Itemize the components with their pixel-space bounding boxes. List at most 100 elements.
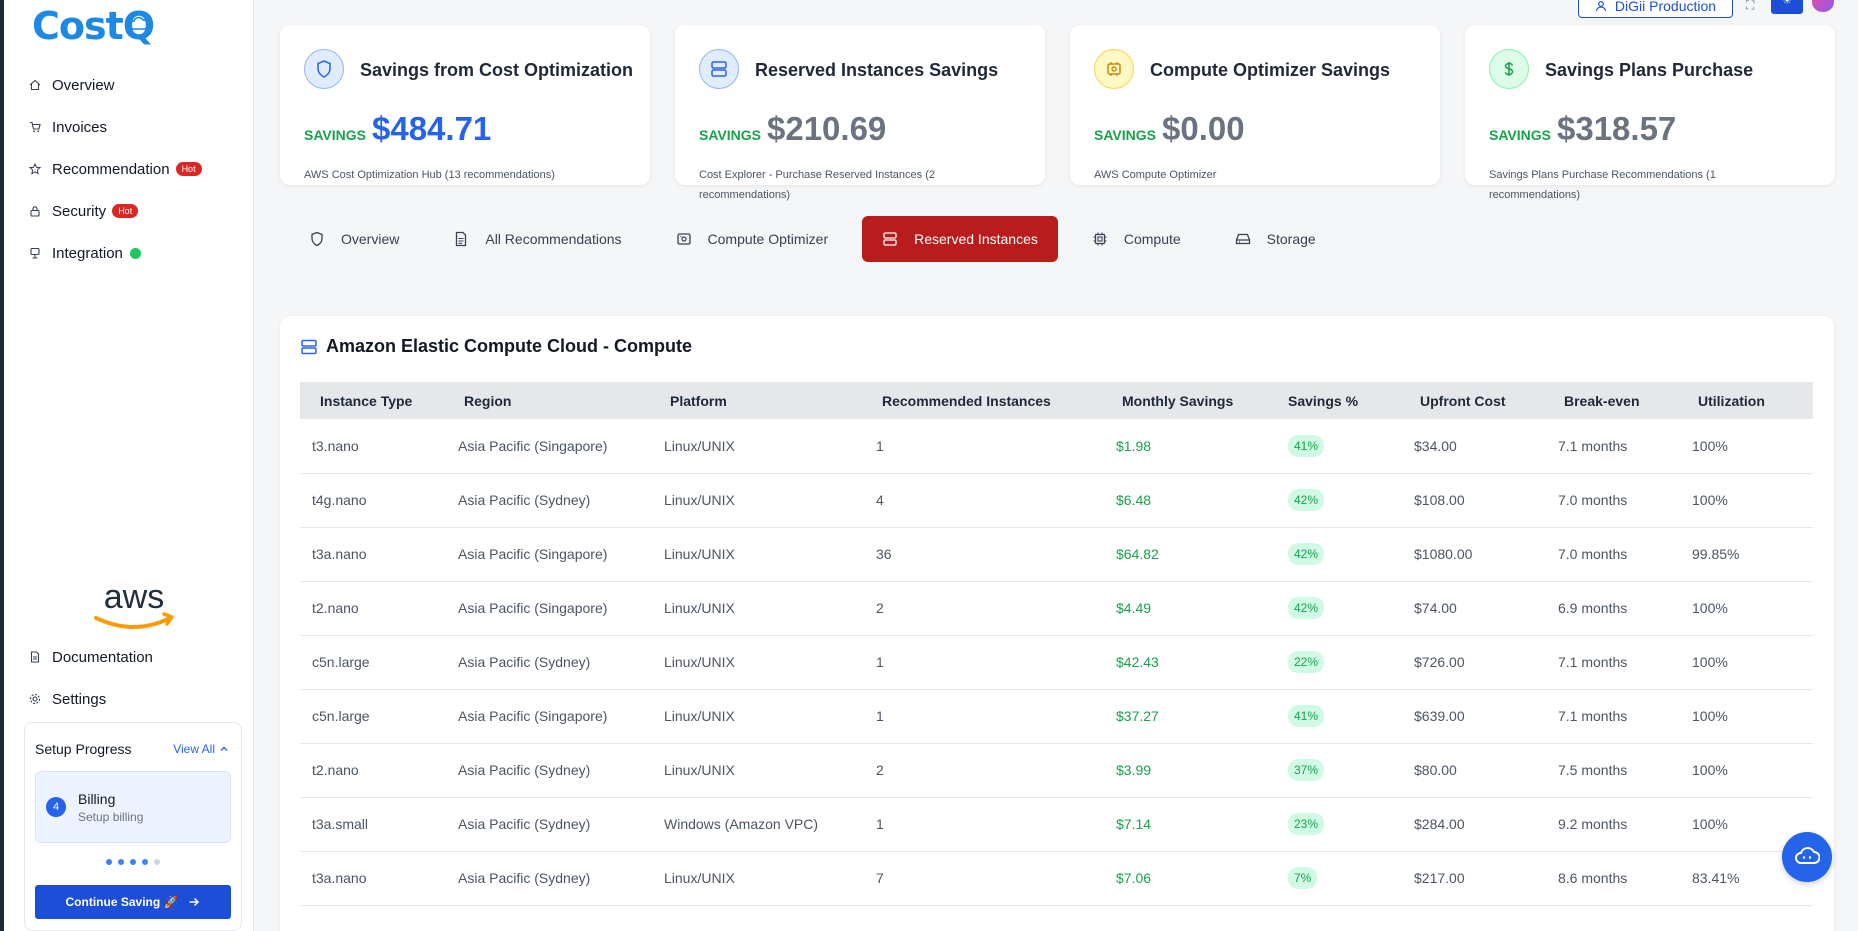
dollar-icon xyxy=(1489,49,1529,89)
account-selector-button[interactable]: DiGii Production xyxy=(1578,0,1733,18)
tab-reserved-instances[interactable]: Reserved Instances xyxy=(862,216,1058,262)
tab-overview[interactable]: Overview xyxy=(289,216,419,262)
theme-toggle-button[interactable]: ☀ xyxy=(1771,0,1803,14)
table-cell: 7.1 months xyxy=(1558,437,1628,454)
table-body: t3.nano Asia Pacific (Singapore) Linux/UNI… xyxy=(300,419,1813,905)
table-cell: $34.00 xyxy=(1414,437,1457,454)
table-cell: $1.98 xyxy=(1116,437,1152,454)
view-all-link[interactable]: View All xyxy=(173,742,229,756)
setup-step-card[interactable]: 4 Billing Setup billing xyxy=(35,771,231,843)
column-header[interactable]: Upfront Cost xyxy=(1420,392,1506,409)
step-dot[interactable] xyxy=(106,859,112,865)
column-header[interactable]: Region xyxy=(464,392,512,409)
shield-icon xyxy=(309,231,325,247)
cloud-icon xyxy=(129,16,149,30)
sidebar-item-label: Documentation xyxy=(52,648,153,666)
step-dot[interactable] xyxy=(118,859,124,865)
sidebar-nav: Overview Invoices Recommendation Hot Sec… xyxy=(28,64,238,274)
logo[interactable]: CostQ xyxy=(32,4,155,48)
card-title: Savings Plans Purchase xyxy=(1545,60,1754,80)
table-cell: 83.41% xyxy=(1692,870,1740,886)
column-header[interactable]: Savings % xyxy=(1288,392,1359,409)
table-row[interactable]: t3a.small Asia Pacific (Sydney) Windows (A… xyxy=(300,797,1813,851)
setup-progress-title: Setup Progress xyxy=(35,741,132,757)
table-row[interactable]: c5n.large Asia Pacific (Singapore) Linux/U… xyxy=(300,689,1813,743)
table-cell: $7.14 xyxy=(1116,816,1152,832)
sidebar-item-integration[interactable]: Integration xyxy=(28,232,238,274)
table-row[interactable]: t2.nano Asia Pacific (Singapore) Linux/UNI… xyxy=(300,581,1813,635)
sidebar: CostQ Overview Invoices Recommendation H… xyxy=(4,0,254,931)
sidebar-item-security[interactable]: Security Hot xyxy=(28,190,238,232)
card-cost-optimization[interactable]: Savings from Cost Optimization SAVINGS $… xyxy=(280,25,650,185)
table-cell: 6.9 months xyxy=(1558,600,1628,616)
aws-logo: aws xyxy=(94,578,174,629)
table-cell: 2 xyxy=(876,600,884,616)
sidebar-item-recommendation[interactable]: Recommendation Hot xyxy=(28,148,238,190)
table-cell: 37% xyxy=(1288,743,1412,797)
table-cell: 7.1 months xyxy=(1558,654,1628,670)
column-header[interactable]: Recommended Instances xyxy=(882,392,1051,409)
tab-storage[interactable]: Storage xyxy=(1215,216,1336,262)
table-cell: Asia Pacific (Sydney) xyxy=(458,654,591,670)
card-savings-plans[interactable]: Savings Plans Purchase SAVINGS $318.57 S… xyxy=(1465,25,1835,201)
table-cell: 41% xyxy=(1288,689,1412,743)
table-cell: Asia Pacific (Singapore) xyxy=(458,600,608,616)
tab-compute-optimizer[interactable]: Compute Optimizer xyxy=(656,216,849,262)
panel-title: Amazon Elastic Compute Cloud - Compute xyxy=(300,336,692,357)
table-cell: 4 xyxy=(876,492,884,508)
table-cell: Asia Pacific (Sydney) xyxy=(458,816,591,832)
step-dot[interactable] xyxy=(154,859,160,865)
tab-compute[interactable]: Compute xyxy=(1072,216,1201,262)
sidebar-item-overview[interactable]: Overview xyxy=(28,64,238,106)
table-row[interactable]: t2.nano Asia Pacific (Sydney) Linux/UNIX 2 $… xyxy=(300,743,1813,797)
table-row[interactable]: t3a.nano Asia Pacific (Sydney) Linux/UNIX 7… xyxy=(300,851,1813,905)
sidebar-item-documentation[interactable]: Documentation xyxy=(28,636,238,678)
view-all-label: View All xyxy=(173,742,215,756)
shield-icon xyxy=(304,49,344,89)
chevron-up-icon xyxy=(220,746,228,751)
column-header[interactable]: Instance Type xyxy=(320,392,413,409)
table-cell: Linux/UNIX xyxy=(664,870,735,886)
table-row[interactable]: t4g.nano Asia Pacific (Sydney) Linux/UNIX 4… xyxy=(300,473,1813,527)
column-header[interactable]: Monthly Savings xyxy=(1122,392,1234,409)
sidebar-item-settings[interactable]: Settings xyxy=(28,678,238,720)
savings-percent-badge: 23% xyxy=(1288,813,1325,835)
table-cell: 99.85% xyxy=(1692,546,1740,562)
sidebar-item-label: Recommendation xyxy=(52,160,170,178)
fullscreen-icon[interactable]: ⛶ xyxy=(1746,0,1755,12)
step-dot[interactable] xyxy=(142,859,148,865)
hot-badge: Hot xyxy=(112,204,139,218)
table-cell: 9.2 months xyxy=(1558,816,1628,832)
savings-value: $210.69 xyxy=(767,110,887,147)
chat-assistant-button[interactable] xyxy=(1782,832,1832,882)
setup-progress-panel: Setup Progress View All 4 Billing Setup … xyxy=(24,722,242,931)
user-icon xyxy=(1595,1,1607,12)
card-reserved-instances[interactable]: Reserved Instances Savings SAVINGS $210.… xyxy=(675,25,1045,201)
table-cell: $80.00 xyxy=(1414,762,1457,778)
tab-label: Compute Optimizer xyxy=(707,231,829,247)
card-compute-optimizer[interactable]: Compute Optimizer Savings SAVINGS $0.00 … xyxy=(1070,25,1440,185)
step-dot[interactable] xyxy=(130,859,136,865)
svg-text:aws: aws xyxy=(104,578,164,616)
savings-percent-badge: 42% xyxy=(1288,543,1325,565)
table-cell: Asia Pacific (Singapore) xyxy=(458,708,608,724)
table-row[interactable]: c5n.large Asia Pacific (Sydney) Linux/UNIX… xyxy=(300,635,1813,689)
table-cell: Asia Pacific (Singapore) xyxy=(458,546,608,562)
avatar[interactable] xyxy=(1812,0,1834,12)
column-header[interactable]: Break-even xyxy=(1564,392,1640,409)
sidebar-item-label: Overview xyxy=(52,76,115,94)
table-cell: $37.27 xyxy=(1116,708,1159,724)
savings-percent-badge: 41% xyxy=(1288,705,1325,727)
tab-all-recommendations[interactable]: All Recommendations xyxy=(433,216,641,262)
cart-icon xyxy=(28,120,42,134)
column-header[interactable]: Platform xyxy=(670,392,727,409)
table-cell: Asia Pacific (Sydney) xyxy=(458,870,591,886)
card-description: Cost Explorer - Purchase Reserved Instan… xyxy=(699,169,935,201)
table-row[interactable]: t3.nano Asia Pacific (Singapore) Linux/UNI… xyxy=(300,419,1813,473)
table-cell: 42% xyxy=(1288,473,1412,527)
column-header[interactable]: Utilization xyxy=(1698,392,1765,409)
sidebar-item-invoices[interactable]: Invoices xyxy=(28,106,238,148)
cloud-chat-icon xyxy=(1795,847,1820,864)
continue-saving-button[interactable]: Continue Saving 🚀 xyxy=(35,885,231,919)
table-row[interactable]: t3a.nano Asia Pacific (Singapore) Linux/UN… xyxy=(300,527,1813,581)
